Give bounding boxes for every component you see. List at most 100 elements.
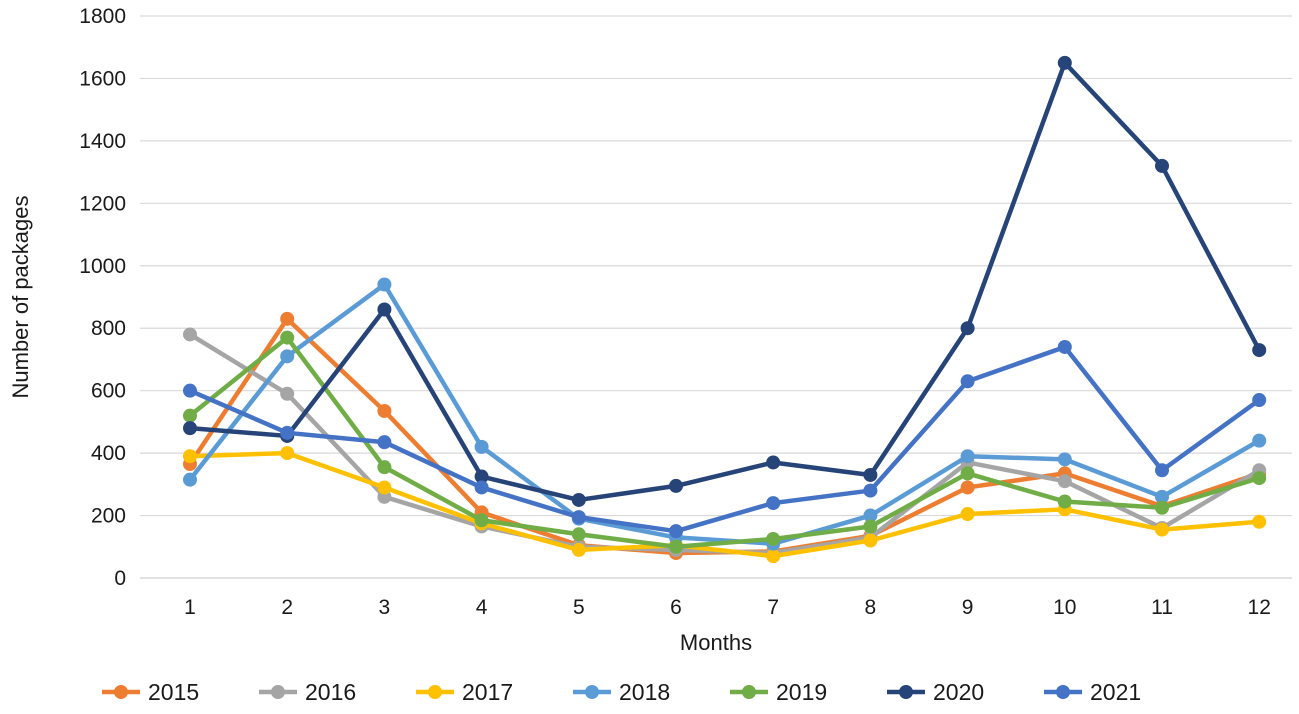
data-point-2016-m10 [1057,474,1072,489]
data-point-2019-m6 [669,539,683,554]
x-tick-label: 12 [1248,596,1271,619]
data-point-2015-m2 [280,311,295,326]
x-tick-label: 3 [379,596,391,619]
data-point-2021-m6 [669,524,683,539]
y-tick-label: 1600 [79,67,126,90]
data-point-2017-m5 [571,542,586,557]
series-line-2017 [187,450,1262,559]
data-point-2017-m9 [960,506,975,521]
legend-marker-dot [428,685,442,699]
legend-item-2016: 2016 [259,679,356,705]
series-line-2021 [187,344,1262,534]
data-point-2018-m2 [280,349,295,364]
y-tick-label: 200 [91,505,126,528]
x-axis-title: Months [680,630,752,655]
legend: 2015 2016 2017 2018 2019 2020 2021 [102,679,1141,705]
y-tick-label: 800 [91,317,126,340]
data-point-2018-m12 [1252,433,1267,448]
x-tick-label: 9 [962,596,974,619]
y-axis-tick-labels: 0 200 400 600 800 1000 1200 1400 1600 1800 [79,5,126,590]
data-point-2020-m4 [474,469,489,484]
gridlines [140,15,1292,579]
legend-item-2018: 2018 [573,679,670,705]
legend-marker-dot [899,685,913,699]
series-lines [183,55,1267,564]
data-point-2020-m8 [863,467,878,482]
data-point-2020-m9 [960,321,975,336]
data-point-2017-m11 [1155,522,1169,537]
data-point-2021-m11 [1155,463,1169,478]
data-point-2017-m2 [280,446,295,461]
legend-marker-dot [114,685,128,699]
y-tick-label: 1800 [79,5,126,28]
legend-label: 2020 [933,679,984,705]
legend-label: 2016 [305,679,356,705]
data-point-2018-m9 [960,449,975,464]
x-tick-label: 8 [865,596,877,619]
data-point-2018-m4 [474,439,489,454]
legend-item-2017: 2017 [416,679,513,705]
data-point-2019-m8 [863,519,878,534]
data-point-2017-m7 [766,549,781,564]
data-point-2020-m5 [571,492,586,507]
data-point-2019-m5 [571,527,586,542]
data-point-2019-m1 [183,408,197,423]
y-tick-label: 0 [114,567,126,590]
series-line-2020 [187,60,1262,503]
data-point-2015-m3 [377,403,392,418]
data-point-2019-m4 [474,513,489,528]
data-point-2018-m1 [183,472,197,487]
data-point-2021-m9 [960,374,975,389]
data-point-2020-m11 [1155,158,1169,173]
legend-item-2021: 2021 [1044,679,1141,705]
data-point-2019-m10 [1057,494,1072,509]
data-point-2021-m5 [571,510,586,525]
data-point-2020-m3 [377,302,392,317]
data-point-2019-m2 [280,330,295,345]
data-point-2020-m6 [669,478,683,493]
data-point-2021-m10 [1057,339,1072,354]
data-point-2019-m7 [766,531,781,546]
legend-marker-dot [742,685,756,699]
series-line-2018 [187,282,1262,546]
x-tick-label: 6 [670,596,682,619]
data-point-2021-m3 [377,435,392,450]
x-tick-label: 2 [281,596,293,619]
data-point-2018-m8 [863,508,878,523]
data-point-2019-m3 [377,460,392,475]
data-point-2019-m12 [1252,471,1267,486]
data-point-2016-m1 [183,327,197,342]
data-point-2020-m12 [1252,343,1267,358]
data-point-2021-m4 [474,480,489,495]
legend-label: 2019 [776,679,827,705]
y-tick-label: 1200 [79,192,126,215]
x-tick-label: 5 [573,596,585,619]
x-tick-label: 4 [476,596,488,619]
data-point-2017-m1 [183,449,197,464]
data-point-2016-m2 [280,386,295,401]
data-point-2018-m10 [1057,452,1072,467]
legend-item-2019: 2019 [730,679,827,705]
data-point-2019-m11 [1155,500,1169,515]
legend-marker-dot [1056,685,1070,699]
data-point-2021-m8 [863,483,878,498]
data-point-2020-m7 [766,455,781,470]
x-tick-label: 10 [1053,596,1076,619]
x-axis-tick-labels: 1 2 3 4 5 6 7 8 9 10 11 12 [184,596,1271,619]
series-line-2019 [187,335,1262,550]
data-point-2021-m2 [280,425,295,440]
y-tick-label: 600 [91,380,126,403]
legend-item-2020: 2020 [887,679,984,705]
x-tick-label: 1 [184,596,196,619]
data-point-2021-m12 [1252,393,1267,408]
legend-label: 2021 [1090,679,1141,705]
data-point-2019-m9 [960,466,975,481]
data-point-2020-m1 [183,421,197,436]
y-tick-label: 400 [91,442,126,465]
legend-label: 2017 [462,679,513,705]
data-point-2020-m10 [1057,55,1072,70]
data-point-2017-m12 [1252,514,1267,529]
legend-marker-dot [271,685,285,699]
